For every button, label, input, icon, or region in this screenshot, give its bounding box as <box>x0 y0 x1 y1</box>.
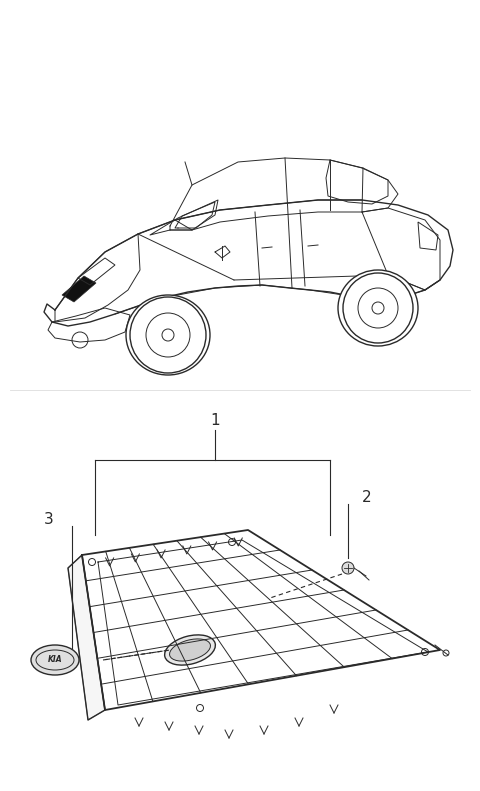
Ellipse shape <box>338 270 418 346</box>
Circle shape <box>343 273 413 343</box>
Text: 3: 3 <box>44 513 54 528</box>
Text: KIA: KIA <box>48 656 62 664</box>
Polygon shape <box>62 276 96 302</box>
Ellipse shape <box>31 645 79 675</box>
Circle shape <box>130 297 206 373</box>
Polygon shape <box>68 555 105 720</box>
Text: 2: 2 <box>362 490 372 505</box>
Ellipse shape <box>126 295 210 375</box>
Ellipse shape <box>169 639 210 661</box>
Ellipse shape <box>165 635 216 665</box>
Text: 1: 1 <box>210 413 220 428</box>
Circle shape <box>342 562 354 574</box>
